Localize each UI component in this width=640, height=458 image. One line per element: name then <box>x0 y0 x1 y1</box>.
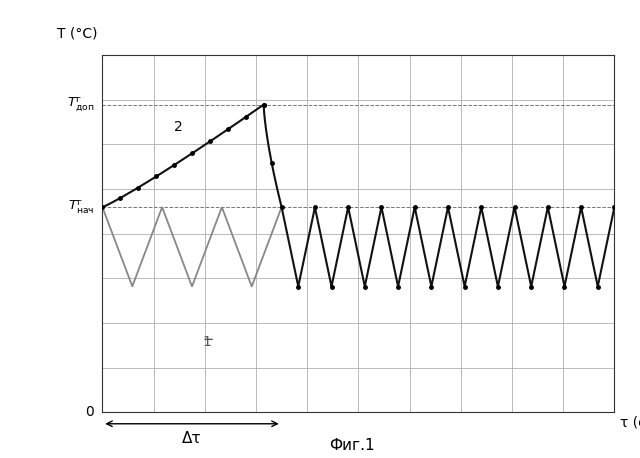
Text: Δτ: Δτ <box>182 431 202 446</box>
Text: $T^{\mathsf{г}}_{\mathsf{нач}}$: $T^{\mathsf{г}}_{\mathsf{нач}}$ <box>68 198 94 216</box>
Text: 0: 0 <box>85 405 94 419</box>
Text: τ (c): τ (c) <box>620 416 640 430</box>
Text: T (°C): T (°C) <box>57 27 97 41</box>
Text: 1: 1 <box>202 335 211 349</box>
Text: $T^{\mathsf{г}}_{\mathsf{доп}}$: $T^{\mathsf{г}}_{\mathsf{доп}}$ <box>67 95 94 114</box>
Text: Фиг.1: Фиг.1 <box>329 438 375 453</box>
Text: 2: 2 <box>174 120 183 134</box>
